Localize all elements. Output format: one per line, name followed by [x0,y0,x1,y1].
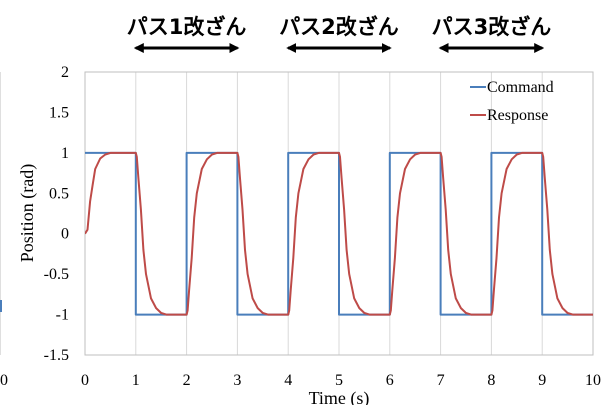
clipped-left-panel: 0 [0,72,8,389]
y-tick-label: 0.5 [49,185,69,202]
y-tick-label: -1 [56,307,69,324]
legend-response-label: Response [487,107,548,124]
y-tick-label: 1 [61,145,69,162]
annotation-label: パス2改ざん [279,15,399,39]
x-axis-label: Time (s) [309,388,370,405]
x-tick-label: 2 [183,372,191,389]
left-panel-command-mark [0,300,2,312]
y-axis-ticks: 2 1.5 1 0.5 0 -0.5 -1 -1.5 [44,64,69,364]
x-tick-label: 3 [233,372,241,389]
y-tick-label: 0 [61,226,69,243]
plot-area-frame [84,71,594,356]
left-panel-x-tick: 0 [0,372,8,389]
x-tick-label: 0 [81,372,89,389]
x-tick-label: 9 [538,372,546,389]
x-tick-label: 6 [386,372,394,389]
x-axis-ticks: 0 1 2 3 4 5 6 7 8 9 10 [81,372,601,389]
y-axis-label: Position (rad) [17,164,38,263]
x-tick-label: 8 [487,372,495,389]
annotation-label: パス3改ざん [432,15,552,39]
x-tick-label: 10 [585,372,601,389]
series-line-command [85,151,593,316]
x-tick-label: 7 [437,372,445,389]
x-tick-label: 1 [132,372,140,389]
legend-command-label: Command [487,79,554,96]
annotation-label: パス1改ざん [127,15,247,39]
legend: Command Response [470,79,554,124]
y-tick-label: 1.5 [49,104,69,121]
y-tick-label: -0.5 [44,266,69,283]
y-tick-label: -1.5 [44,347,69,364]
annotations: パス1改ざん パス2改ざん パス3改ざん [127,15,552,53]
series-layer [85,151,593,316]
series-line-response [85,151,593,316]
y-tick-label: 2 [61,64,69,81]
x-tick-label: 4 [284,372,292,389]
x-tick-label: 5 [335,372,343,389]
